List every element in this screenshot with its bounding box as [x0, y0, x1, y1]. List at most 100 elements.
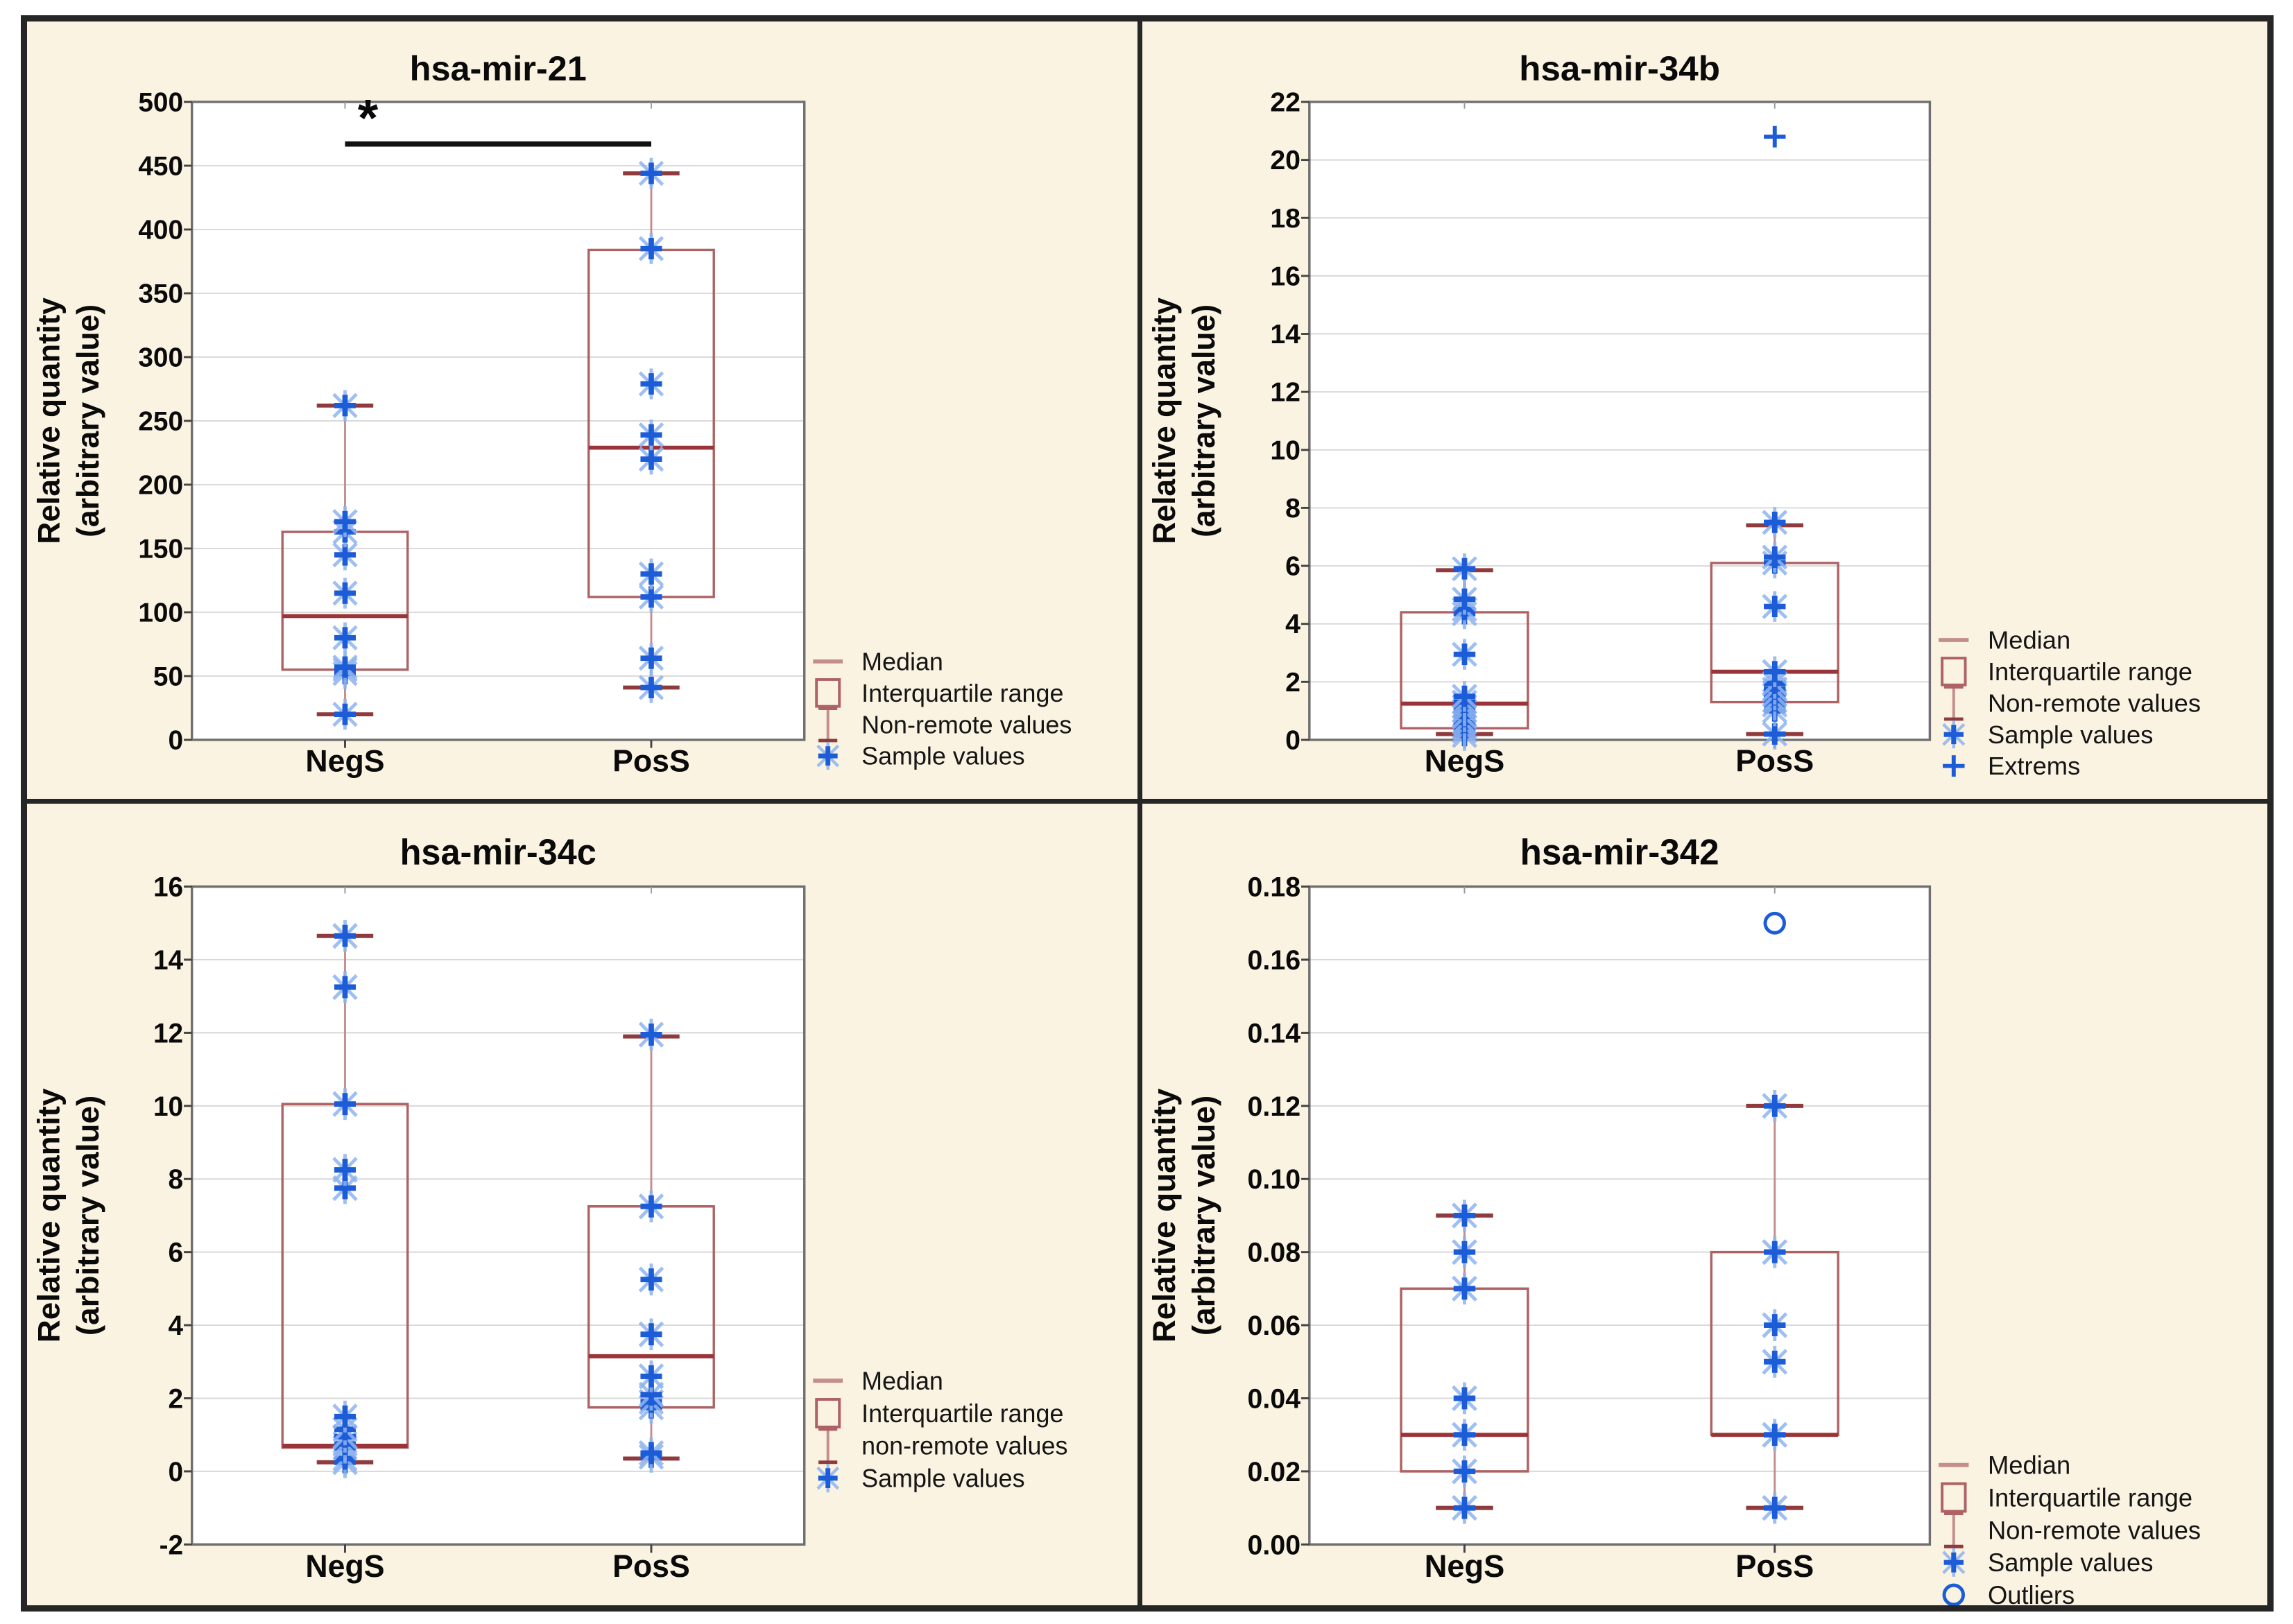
sample-marker — [638, 1263, 664, 1296]
y-tick-label: 200 — [138, 471, 183, 501]
y-tick-label: 2 — [169, 1383, 184, 1415]
y-tick-label: 0 — [169, 726, 184, 756]
sample-marker — [1452, 583, 1477, 615]
y-tick-label: 0.18 — [1248, 872, 1301, 902]
y-tick-label: 0.06 — [1248, 1311, 1301, 1341]
y-tick-label: 12 — [153, 1018, 183, 1049]
plot-border — [191, 885, 806, 1546]
legend-label: Sample values — [861, 1464, 1024, 1493]
legend-iqr-icon — [815, 1398, 841, 1428]
legend-item: Non-remote values — [818, 707, 1072, 743]
legend-item: Median — [813, 1367, 943, 1395]
sample-marker — [1762, 1492, 1788, 1524]
chart-title: hsa-mir-34b — [1519, 49, 1720, 88]
legend-item: Interquartile range — [1941, 1482, 2192, 1513]
y-axis-label: (arbitrary value) — [1186, 1096, 1221, 1336]
legend-label: Non-remote values — [861, 711, 1072, 738]
sample-marker — [1452, 1382, 1477, 1415]
sample-marker — [332, 578, 358, 609]
significance-asterisk: * — [358, 89, 379, 148]
legend-label: Median — [1988, 626, 2070, 655]
legend-sample-icon — [1942, 1548, 1966, 1577]
legend-label: Median — [1988, 1451, 2070, 1479]
sample-marker — [1762, 1236, 1788, 1268]
y-tick-label: 150 — [138, 535, 183, 564]
box-group-PosS — [1710, 126, 1839, 750]
sample-marker — [1452, 1200, 1477, 1232]
legend-item: Interquartile range — [815, 678, 1063, 708]
legend-label: Sample values — [1988, 1548, 2153, 1577]
x-category-label: PosS — [1735, 1548, 1814, 1584]
sample-marker — [332, 1400, 358, 1433]
y-tick-label: 18 — [1270, 204, 1300, 234]
sample-marker — [1762, 507, 1788, 538]
legend-label: Extrems — [1988, 752, 2080, 780]
legend-item: Sample values — [816, 742, 1025, 770]
plot-border — [1308, 885, 1932, 1546]
y-tick-label: 2 — [1285, 668, 1300, 698]
y-tick-label: 22 — [1270, 88, 1300, 118]
y-tick-label: 0.10 — [1248, 1164, 1301, 1195]
sample-marker — [1762, 1419, 1788, 1451]
outlier-marker — [1763, 911, 1786, 935]
legend-label: Sample values — [1988, 720, 2153, 749]
box-group-NegS — [281, 390, 409, 730]
y-tick-label: 0 — [169, 1456, 184, 1487]
panels-grid: 0 50 100 150 200 250 300 350 400 450 500 NegS PosS * h… — [27, 21, 2267, 1605]
legend-item: Median — [1939, 626, 2070, 655]
sample-marker — [638, 1318, 664, 1351]
y-axis-label: (arbitrary value) — [71, 304, 105, 537]
legend-item: non-remote values — [818, 1427, 1067, 1465]
legend-label: Median — [861, 648, 943, 676]
chart-title: hsa-mir-21 — [410, 49, 587, 88]
legend-item: Median — [1939, 1451, 2070, 1480]
y-tick-label: 0 — [1285, 726, 1300, 756]
sample-marker — [1762, 591, 1788, 622]
y-tick-label: 350 — [138, 279, 183, 309]
y-tick-label: -2 — [160, 1530, 184, 1561]
sample-marker — [638, 558, 664, 589]
y-tick-label: 8 — [169, 1164, 184, 1195]
sample-marker — [332, 971, 358, 1003]
legend-label: Non-remote values — [1988, 689, 2201, 718]
legend-item: Sample values — [816, 1464, 1025, 1493]
sample-marker — [1762, 1345, 1788, 1378]
sample-marker — [1452, 1492, 1477, 1524]
legend-item: Sample values — [1942, 720, 2153, 749]
y-tick-label: 16 — [1270, 262, 1300, 292]
y-tick-label: 20 — [1270, 146, 1300, 175]
plot-area — [1309, 101, 1930, 740]
y-tick-label: 6 — [169, 1237, 184, 1268]
y-tick-label: 0.12 — [1248, 1091, 1301, 1122]
y-tick-label: 4 — [1285, 610, 1300, 640]
legend-item: Outliers — [1942, 1581, 2075, 1605]
x-category-label: NegS — [1425, 1548, 1505, 1584]
legend-item: Interquartile range — [1941, 657, 2192, 686]
sample-marker — [638, 233, 664, 264]
sample-marker — [332, 622, 358, 653]
legend-label: non-remote values — [861, 1431, 1067, 1460]
y-tick-label: 10 — [153, 1091, 183, 1122]
panel-hsa-mir-34c: -2 0 2 4 6 8 10 12 14 16 NegS PosS hsa-mir-34c Relati… — [27, 804, 1142, 1605]
y-tick-label: 14 — [1270, 320, 1300, 349]
legend-label: Non-remote values — [1988, 1516, 2201, 1544]
sample-marker — [1762, 656, 1788, 687]
sample-marker — [1762, 718, 1788, 750]
legend-outlier-icon — [1942, 1583, 1966, 1605]
chart-title: hsa-mir-34c — [400, 832, 596, 872]
y-tick-label: 50 — [153, 662, 183, 692]
plot-area — [1309, 886, 1930, 1545]
sample-marker — [1452, 681, 1477, 712]
sample-marker — [1452, 553, 1477, 585]
y-axis-label: Relative quantity — [32, 297, 66, 544]
chart-title: hsa-mir-342 — [1520, 831, 1719, 872]
extreme-marker — [1764, 126, 1786, 148]
y-tick-label: 4 — [169, 1311, 184, 1342]
sample-marker — [332, 390, 358, 422]
sample-marker — [638, 642, 664, 674]
sample-marker — [1452, 1455, 1477, 1487]
y-tick-label: 14 — [153, 944, 183, 976]
sample-marker — [638, 1190, 664, 1223]
y-tick-label: 12 — [1270, 378, 1300, 408]
